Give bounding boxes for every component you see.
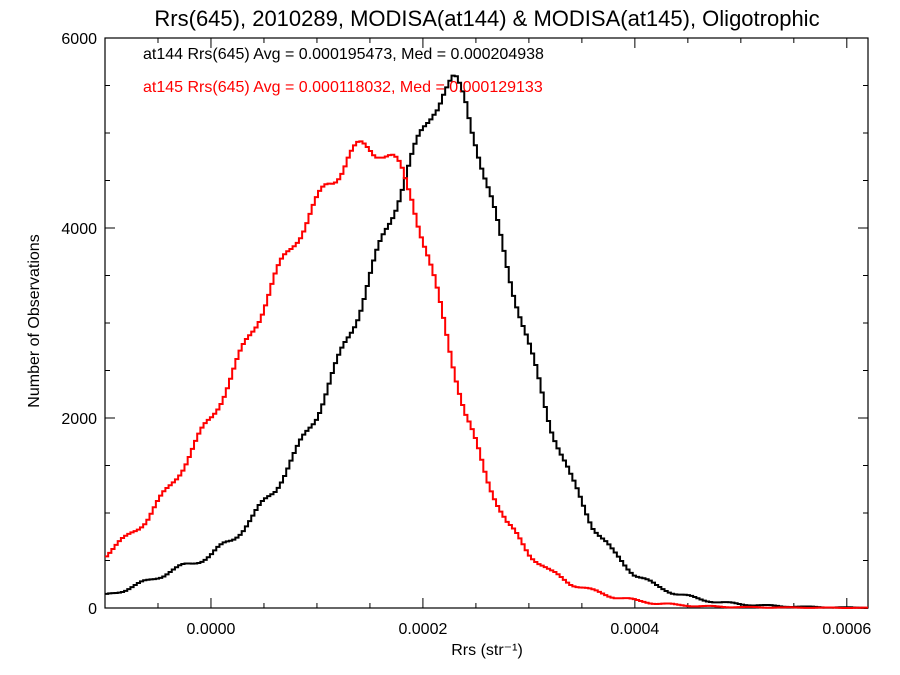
series-layer <box>105 74 868 609</box>
y-tick-label: 6000 <box>61 31 97 48</box>
series-at144-histogram <box>105 74 868 609</box>
x-axis-ticks: 0.0000 0.0002 0.0004 0.0006 <box>104 38 871 638</box>
y-tick-label: 0 <box>88 601 97 618</box>
x-axis-label: Rrs (str⁻¹) <box>451 642 523 659</box>
x-tick-label: 0.0002 <box>398 621 447 638</box>
x-tick-label: 0.0006 <box>822 621 871 638</box>
plot-frame <box>104 37 869 609</box>
series-at145-histogram <box>105 140 868 609</box>
x-tick-label: 0.0000 <box>187 621 236 638</box>
annotation-at144: at144 Rrs(645) Avg = 0.000195473, Med = … <box>143 46 544 63</box>
chart-title: Rrs(645), 2010289, MODISA(at144) & MODIS… <box>154 6 819 31</box>
y-axis-label: Number of Observations <box>26 234 43 407</box>
x-tick-label: 0.0004 <box>610 621 659 638</box>
y-tick-label: 4000 <box>61 221 97 238</box>
annotation-at145: at145 Rrs(645) Avg = 0.000118032, Med = … <box>143 79 543 96</box>
y-axis-ticks: 0 2000 4000 6000 <box>61 31 868 618</box>
y-tick-label: 2000 <box>61 411 97 428</box>
